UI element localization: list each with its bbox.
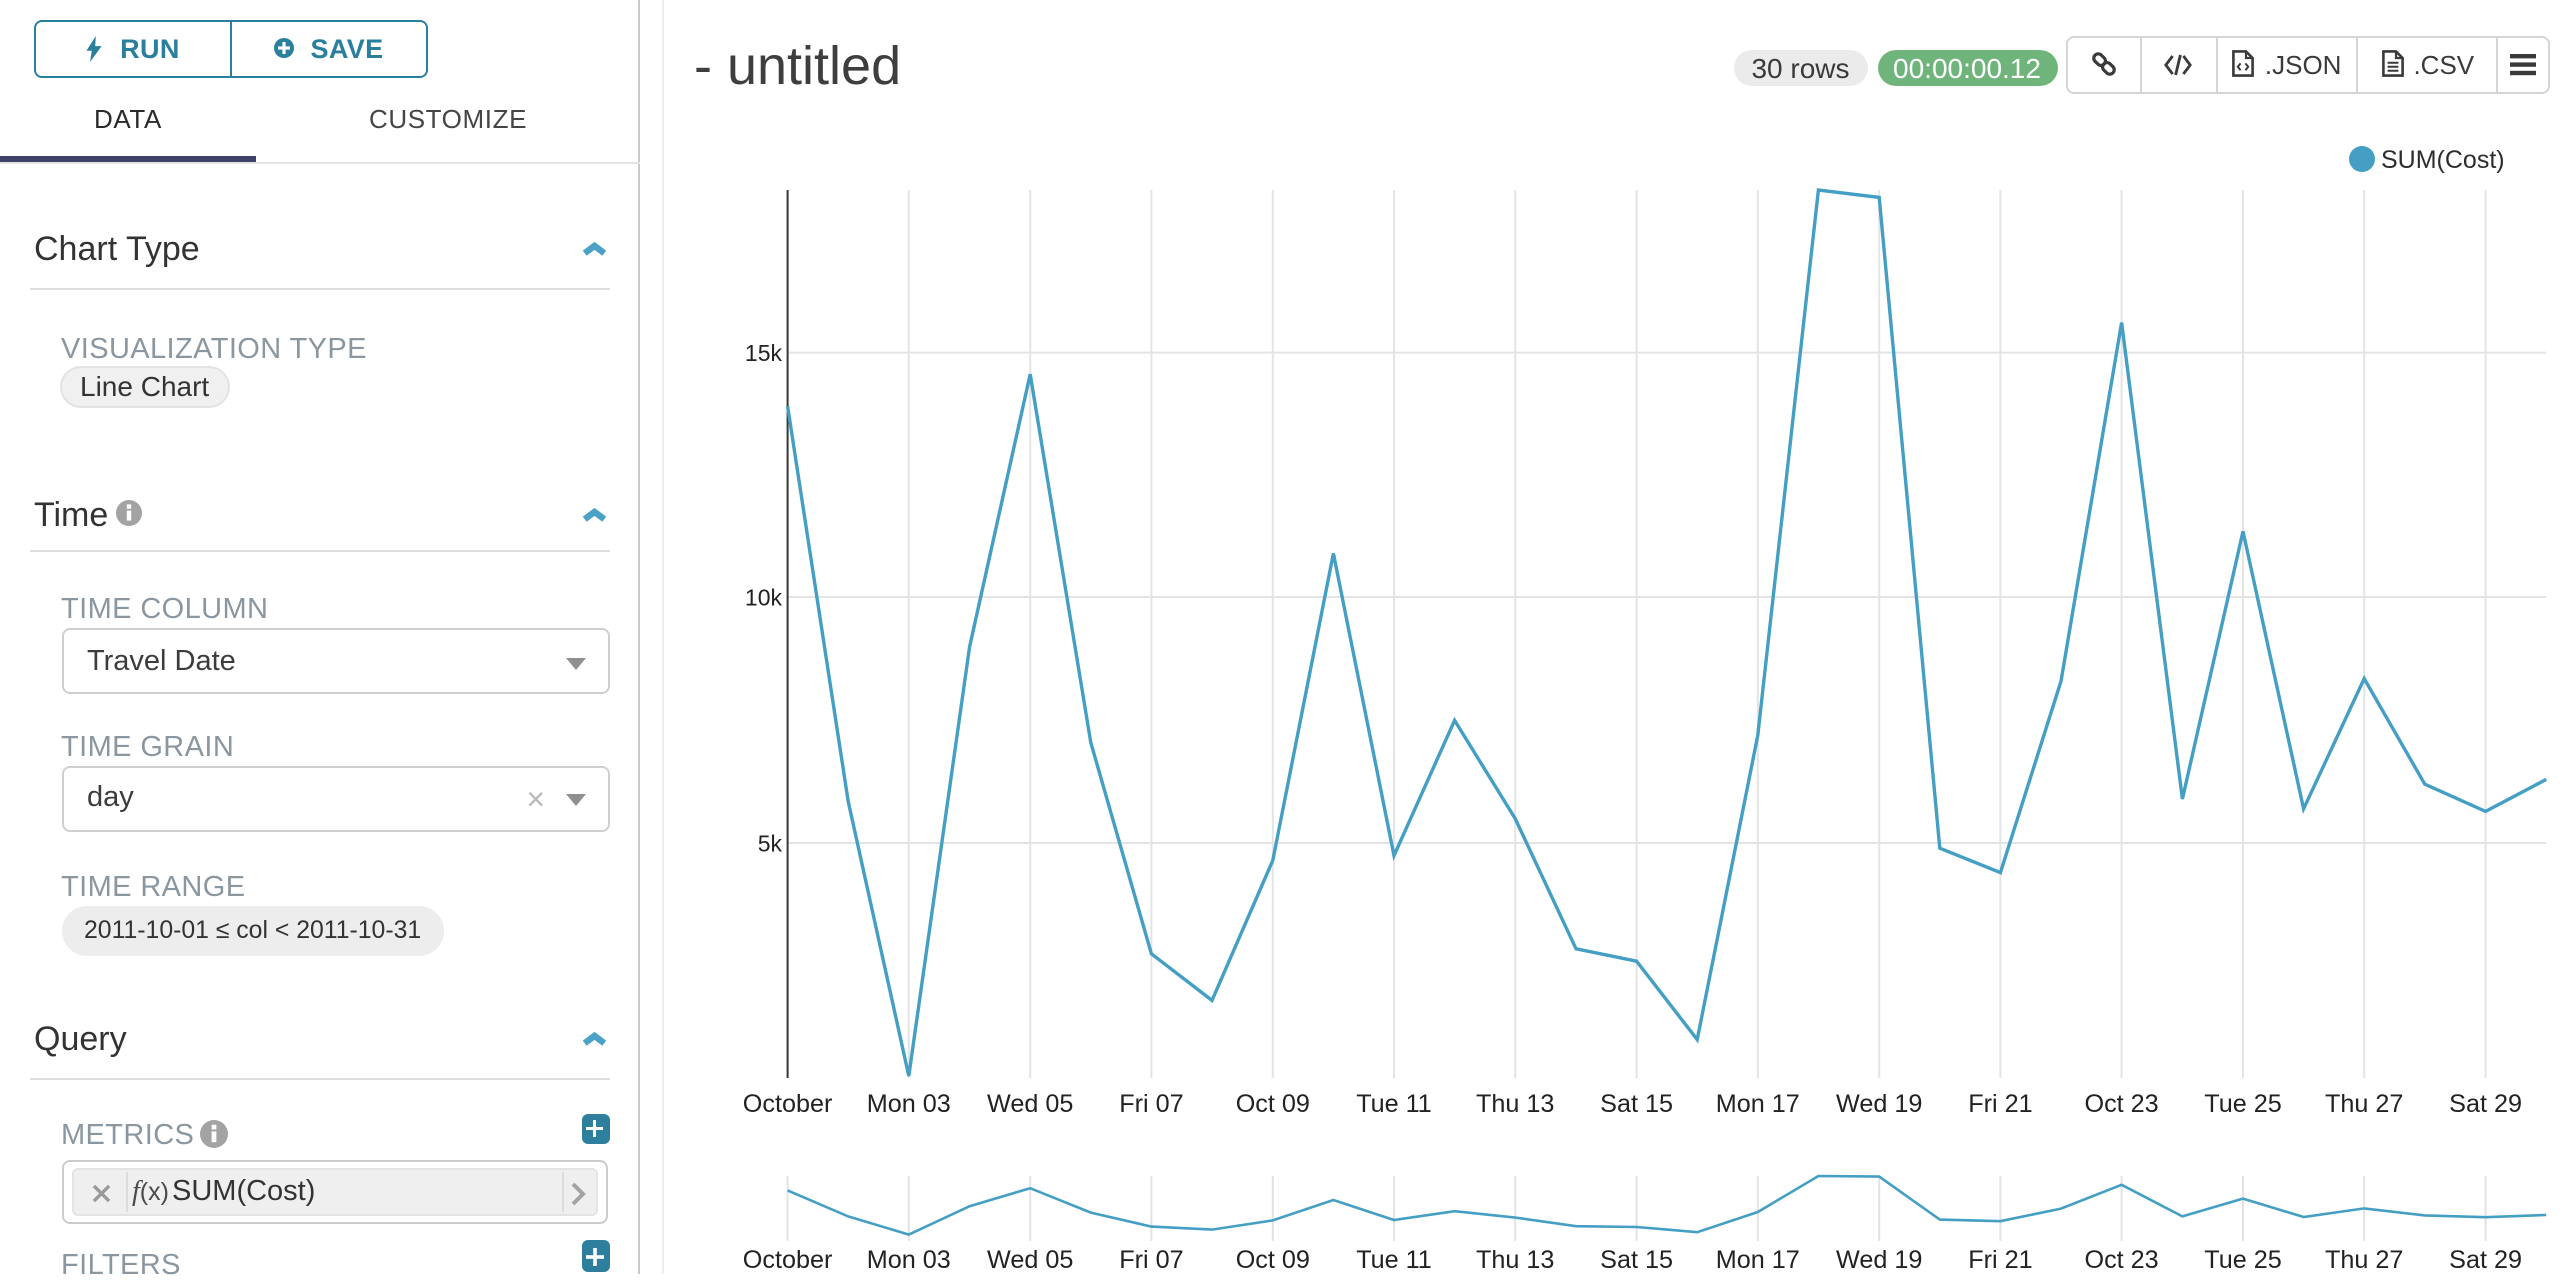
svg-text:Wed 19: Wed 19 — [1836, 1090, 1922, 1118]
svg-text:Tue 25: Tue 25 — [2204, 1090, 2281, 1118]
svg-text:Sat 15: Sat 15 — [1600, 1246, 1673, 1274]
svg-text:Oct 23: Oct 23 — [2084, 1246, 2158, 1274]
svg-text:Tue 25: Tue 25 — [2204, 1246, 2281, 1274]
svg-text:Sat 29: Sat 29 — [2449, 1246, 2522, 1274]
svg-text:Wed 05: Wed 05 — [987, 1090, 1073, 1118]
svg-text:15k: 15k — [745, 340, 783, 366]
svg-text:Wed 19: Wed 19 — [1836, 1246, 1922, 1274]
svg-text:Oct 23: Oct 23 — [2084, 1090, 2158, 1118]
svg-text:Oct 09: Oct 09 — [1236, 1246, 1310, 1274]
svg-text:Thu 13: Thu 13 — [1476, 1246, 1554, 1274]
svg-text:SUM(Cost): SUM(Cost) — [2381, 146, 2505, 174]
svg-text:Mon 03: Mon 03 — [867, 1246, 951, 1274]
svg-text:Wed 05: Wed 05 — [987, 1246, 1073, 1274]
svg-text:Fri 07: Fri 07 — [1119, 1090, 1183, 1118]
svg-text:Fri 21: Fri 21 — [1968, 1090, 2032, 1118]
svg-text:Mon 17: Mon 17 — [1716, 1090, 1800, 1118]
svg-text:Oct 09: Oct 09 — [1236, 1090, 1310, 1118]
svg-text:Fri 21: Fri 21 — [1968, 1246, 2032, 1274]
svg-text:Mon 17: Mon 17 — [1716, 1246, 1800, 1274]
svg-text:Tue 11: Tue 11 — [1356, 1246, 1432, 1274]
svg-text:5k: 5k — [758, 830, 783, 856]
svg-text:Sat 15: Sat 15 — [1600, 1090, 1673, 1118]
svg-text:October: October — [743, 1246, 833, 1274]
svg-text:Mon 03: Mon 03 — [867, 1090, 951, 1118]
svg-text:October: October — [743, 1090, 833, 1118]
svg-text:Fri 07: Fri 07 — [1119, 1246, 1183, 1274]
svg-text:Tue 11: Tue 11 — [1356, 1090, 1432, 1118]
svg-text:Sat 29: Sat 29 — [2449, 1090, 2522, 1118]
svg-text:Thu 27: Thu 27 — [2325, 1246, 2403, 1274]
svg-text:10k: 10k — [745, 584, 783, 610]
svg-text:Thu 13: Thu 13 — [1476, 1090, 1554, 1118]
svg-text:Thu 27: Thu 27 — [2325, 1090, 2403, 1118]
